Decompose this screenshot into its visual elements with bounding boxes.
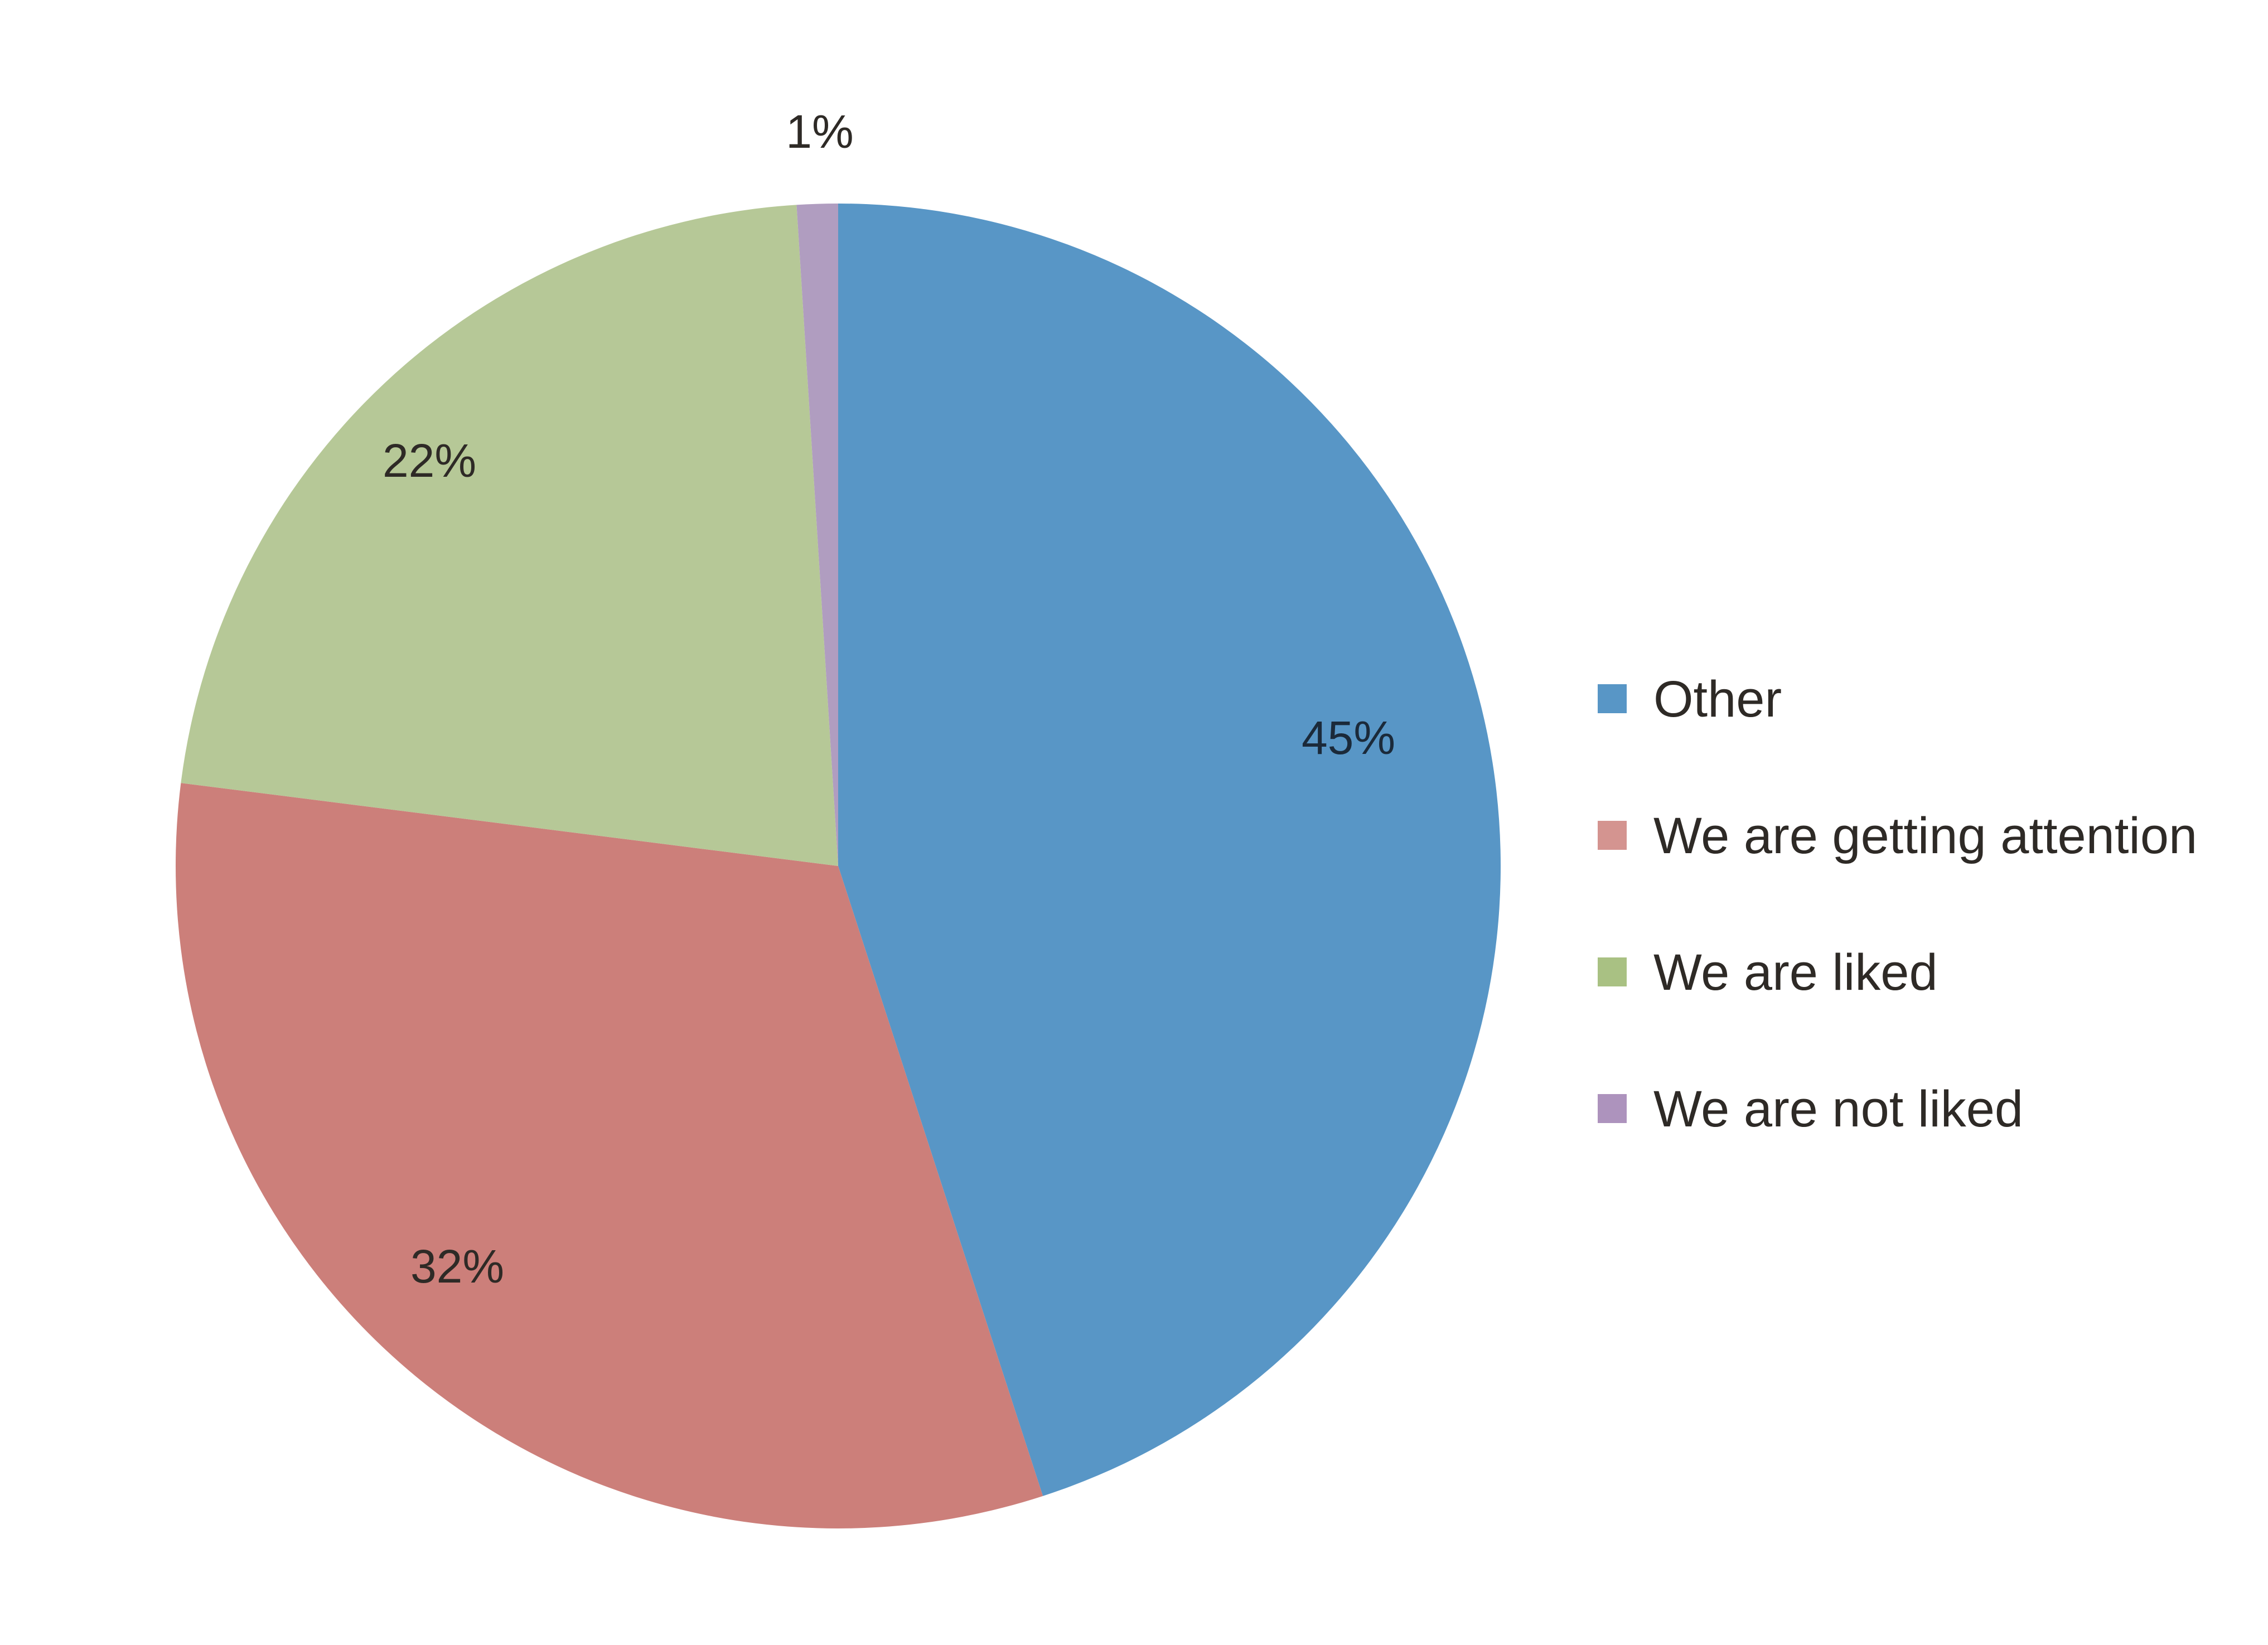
legend-item-we-are-not-liked: We are not liked — [1598, 1081, 2023, 1138]
data-label-we-are-not-liked: 1% — [786, 105, 853, 158]
legend-label-other: Other — [1653, 671, 1782, 728]
pie-slice-we-are-not-liked — [796, 204, 838, 866]
pie-slices — [176, 204, 1501, 1529]
legend-label-we-are-getting-attention: We are getting attention — [1653, 807, 2197, 864]
pie-slice-other — [838, 204, 1501, 1496]
legend-label-we-are-not-liked: We are not liked — [1653, 1081, 2023, 1138]
pie-slice-we-are-getting-attention — [176, 783, 1043, 1529]
legend-label-we-are-liked: We are liked — [1653, 944, 1938, 1001]
legend-swatch-we-are-getting-attention — [1598, 821, 1627, 850]
data-label-we-are-liked: 22% — [383, 434, 476, 487]
legend-swatch-other — [1598, 684, 1627, 713]
legend-item-we-are-liked: We are liked — [1598, 944, 1938, 1001]
legend-swatch-we-are-liked — [1598, 957, 1627, 986]
legend-item-we-are-getting-attention: We are getting attention — [1598, 807, 2197, 864]
legend-item-other: Other — [1598, 671, 1782, 728]
legend-swatch-we-are-not-liked — [1598, 1094, 1627, 1123]
pie-slice-we-are-liked — [181, 205, 838, 867]
legend: Other We are getting attention We are like… — [1598, 671, 2197, 1138]
data-label-we-are-getting-attention: 32% — [410, 1240, 504, 1293]
pie-data-labels: 45% 32% 22% 1% — [383, 105, 1395, 1293]
data-label-other: 45% — [1302, 712, 1395, 764]
